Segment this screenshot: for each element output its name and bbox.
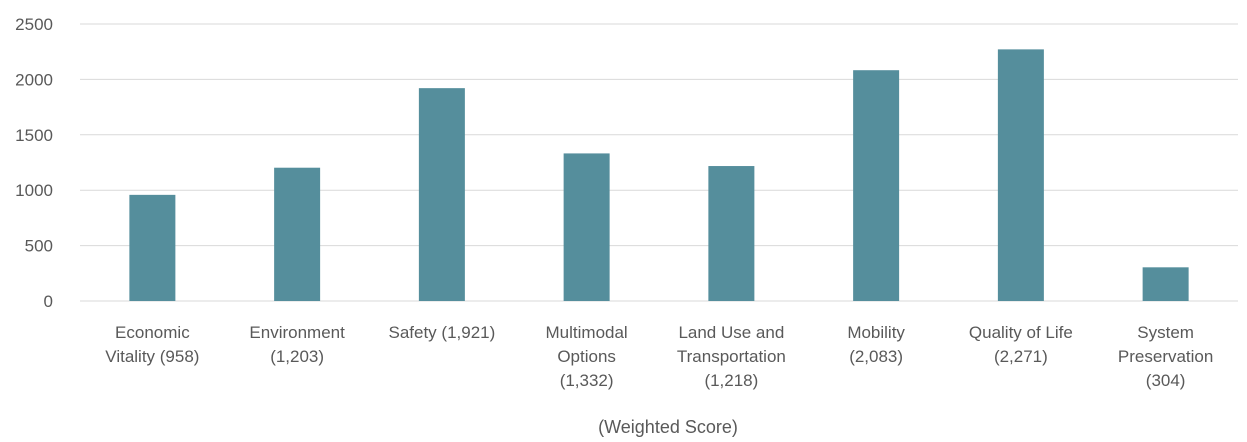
y-axis-ticks: 0 500 1000 1500 2000 2500 <box>15 15 53 311</box>
x-category-label: Safety (1,921) <box>388 323 495 342</box>
y-tick-label: 0 <box>44 292 53 311</box>
bar <box>1142 267 1189 301</box>
x-category-label: Economic Vitality (958) <box>105 323 199 366</box>
y-tick-label: 2500 <box>15 15 53 34</box>
bar <box>997 49 1044 301</box>
gridlines <box>80 23 1238 302</box>
x-axis-categories: Economic Vitality (958) Environment (1,203)… <box>105 323 1213 390</box>
x-axis-label: (Weighted Score) <box>598 417 738 437</box>
y-tick-label: 500 <box>25 237 53 256</box>
bar <box>708 166 755 301</box>
y-tick-label: 1000 <box>15 181 53 200</box>
bar <box>274 167 321 301</box>
x-category-label: Land Use and Transportation (1,218) <box>677 323 786 390</box>
y-tick-label: 2000 <box>15 70 53 89</box>
x-category-label: System Preservation (304) <box>1118 323 1213 390</box>
x-category-label: Quality of Life (2,271) <box>969 323 1073 366</box>
bar <box>418 88 465 301</box>
bars <box>129 49 1189 301</box>
x-category-label: Environment (1,203) <box>249 323 345 366</box>
bar <box>563 153 610 301</box>
x-category-label: Mobility (2,083) <box>847 323 905 366</box>
bar <box>129 194 176 301</box>
y-tick-label: 1500 <box>15 126 53 145</box>
x-category-label: Multimodal Options (1,332) <box>546 323 628 390</box>
bar <box>853 70 900 301</box>
